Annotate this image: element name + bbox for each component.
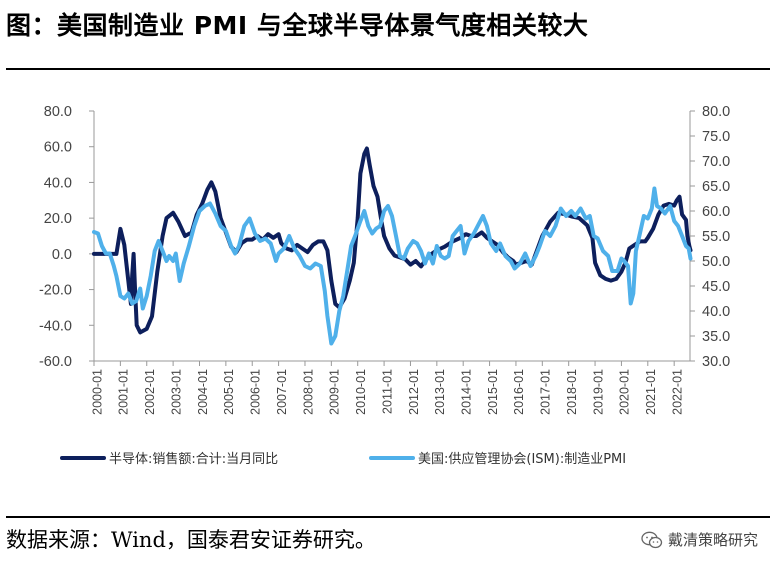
- left-tick-label: -20.0: [39, 283, 72, 299]
- x-tick-label: 2019-01: [591, 369, 605, 415]
- left-tick-label: 20.0: [44, 211, 72, 227]
- source-note: 数据来源：Wind，国泰君安证券研究。: [6, 528, 376, 552]
- right-tick-label: 45.0: [702, 279, 730, 295]
- x-tick-label: 2018-01: [565, 369, 579, 415]
- left-tick-label: 0.0: [52, 247, 72, 263]
- legend-label-semiconductor: 半导体:销售额:合计:当月同比: [109, 451, 278, 467]
- x-tick-label: 2008-01: [301, 369, 315, 415]
- wechat-icon: [641, 531, 663, 548]
- bottom-divider: [6, 516, 770, 518]
- x-tick-label: 2016-01: [512, 369, 526, 415]
- legend-label-ism-pmi: 美国:供应管理协会(ISM):制造业PMI: [418, 451, 626, 467]
- x-tick-label: 2002-01: [143, 369, 157, 415]
- right-tick-label: 40.0: [702, 304, 730, 320]
- x-tick-label: 2011-01: [380, 369, 394, 414]
- x-tick-label: 2012-01: [407, 369, 421, 415]
- x-tick-label: 2020-01: [618, 369, 632, 415]
- x-tick-label: 2001-01: [117, 369, 131, 415]
- left-tick-label: 40.0: [44, 175, 72, 191]
- left-tick-label: 60.0: [44, 140, 72, 156]
- right-tick-label: 75.0: [702, 129, 730, 145]
- right-tick-label: 55.0: [702, 229, 730, 245]
- right-tick-label: 35.0: [702, 329, 730, 345]
- page-title: 图：美国制造业 PMI 与全球半导体景气度相关较大: [6, 11, 589, 40]
- x-tick-label: 2017-01: [539, 369, 553, 415]
- right-tick-label: 80.0: [702, 104, 730, 120]
- right-tick-label: 60.0: [702, 204, 730, 220]
- right-tick-label: 70.0: [702, 154, 730, 170]
- x-tick-label: 2015-01: [486, 369, 500, 415]
- series-line-ism-pmi: [92, 186, 693, 346]
- x-tick-label: 2022-01: [670, 369, 684, 415]
- x-tick-label: 2004-01: [196, 369, 210, 415]
- x-tick-label: 2005-01: [222, 369, 236, 415]
- x-tick-label: 2010-01: [354, 369, 368, 415]
- x-tick-label: 2013-01: [433, 369, 447, 415]
- x-tick-label: 2000-01: [90, 369, 104, 415]
- x-tick-label: 2014-01: [460, 369, 474, 415]
- x-tick-label: 2003-01: [169, 369, 183, 415]
- left-tick-label: 80.0: [44, 104, 72, 120]
- series-line-semiconductor-sales: [92, 146, 693, 335]
- left-tick-label: -60.0: [39, 354, 72, 370]
- x-tick-label: 2021-01: [644, 369, 658, 415]
- x-tick-label: 2006-01: [249, 369, 263, 415]
- right-tick-label: 30.0: [702, 354, 730, 370]
- watermark-label: 戴清策略研究: [667, 531, 758, 549]
- right-tick-label: 65.0: [702, 179, 730, 195]
- watermark: 戴清策略研究: [641, 529, 758, 550]
- left-tick-label: -40.0: [39, 318, 72, 334]
- line-chart: -60.0 -40.0 -20.0 0.0 20.0 40.0 60.0 80.0 30.0 35…: [39, 104, 730, 467]
- top-divider: [6, 68, 770, 70]
- right-tick-label: 50.0: [702, 254, 730, 270]
- x-tick-label: 2009-01: [328, 369, 342, 415]
- x-tick-label: 2007-01: [275, 369, 289, 415]
